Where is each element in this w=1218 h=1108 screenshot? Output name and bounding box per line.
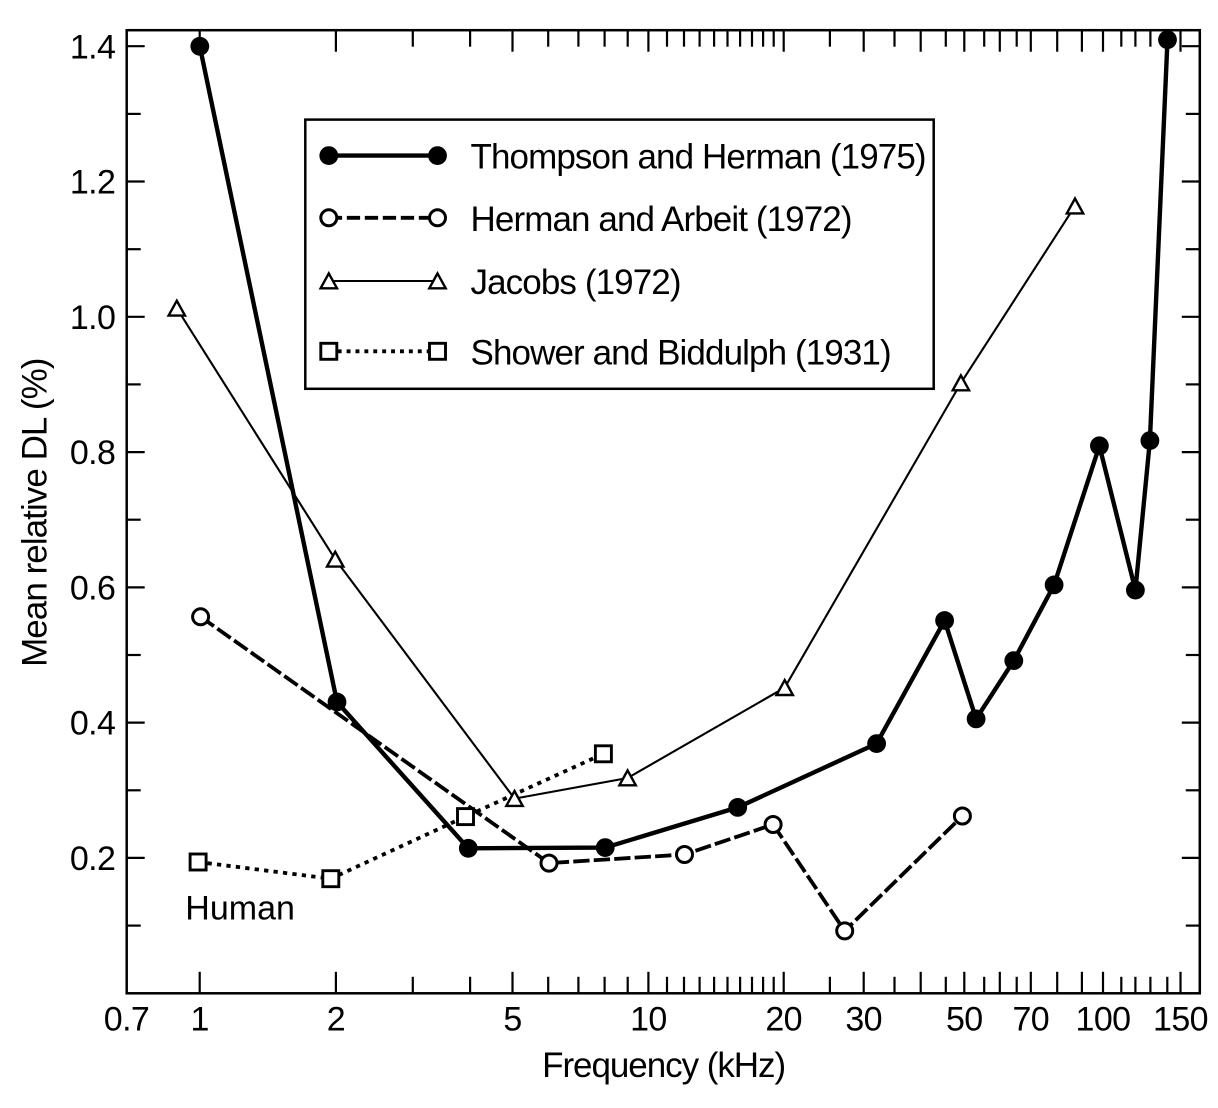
svg-text:0.8: 0.8 bbox=[70, 434, 115, 472]
svg-text:Herman and Arbeit (1972): Herman and Arbeit (1972) bbox=[471, 200, 852, 239]
svg-text:1.2: 1.2 bbox=[70, 164, 115, 202]
svg-text:30: 30 bbox=[845, 1000, 882, 1038]
svg-text:20: 20 bbox=[765, 1000, 802, 1038]
svg-text:Thompson and Herman (1975): Thompson and Herman (1975) bbox=[471, 138, 926, 177]
svg-text:5: 5 bbox=[503, 1000, 521, 1038]
svg-text:0.7: 0.7 bbox=[104, 1000, 149, 1038]
svg-text:100: 100 bbox=[1076, 1000, 1131, 1038]
svg-text:0.4: 0.4 bbox=[70, 705, 115, 743]
svg-text:1.4: 1.4 bbox=[70, 28, 115, 66]
svg-text:150: 150 bbox=[1153, 1000, 1208, 1038]
svg-text:50: 50 bbox=[946, 1000, 983, 1038]
svg-text:0.6: 0.6 bbox=[70, 570, 115, 608]
svg-text:2: 2 bbox=[327, 1000, 345, 1038]
svg-text:70: 70 bbox=[1012, 1000, 1049, 1038]
svg-text:Shower and Biddulph (1931): Shower and Biddulph (1931) bbox=[471, 333, 891, 372]
svg-text:Mean relative DL (%): Mean relative DL (%) bbox=[16, 358, 55, 666]
svg-text:Jacobs (1972): Jacobs (1972) bbox=[471, 263, 681, 302]
svg-text:0.2: 0.2 bbox=[70, 840, 115, 878]
svg-text:10: 10 bbox=[630, 1000, 667, 1038]
svg-text:1: 1 bbox=[191, 1000, 209, 1038]
svg-text:1.0: 1.0 bbox=[70, 299, 115, 337]
svg-text:Frequency (kHz): Frequency (kHz) bbox=[542, 1046, 785, 1085]
svg-text:Human: Human bbox=[185, 890, 295, 928]
